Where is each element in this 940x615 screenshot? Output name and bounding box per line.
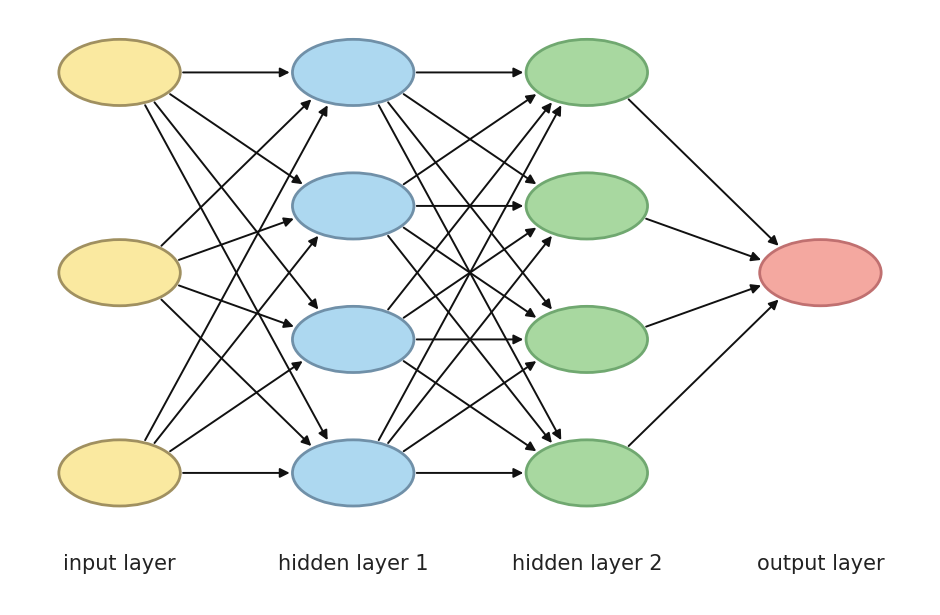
Text: output layer: output layer	[757, 554, 885, 574]
Ellipse shape	[526, 306, 648, 373]
Text: input layer: input layer	[63, 554, 176, 574]
Text: hidden layer 2: hidden layer 2	[511, 554, 662, 574]
Text: hidden layer 1: hidden layer 1	[278, 554, 429, 574]
Ellipse shape	[760, 240, 881, 306]
Ellipse shape	[292, 306, 414, 373]
Ellipse shape	[292, 39, 414, 106]
Ellipse shape	[292, 440, 414, 506]
Ellipse shape	[292, 173, 414, 239]
Ellipse shape	[526, 173, 648, 239]
Ellipse shape	[526, 440, 648, 506]
Ellipse shape	[59, 440, 180, 506]
Ellipse shape	[526, 39, 648, 106]
Ellipse shape	[59, 240, 180, 306]
Ellipse shape	[59, 39, 180, 106]
